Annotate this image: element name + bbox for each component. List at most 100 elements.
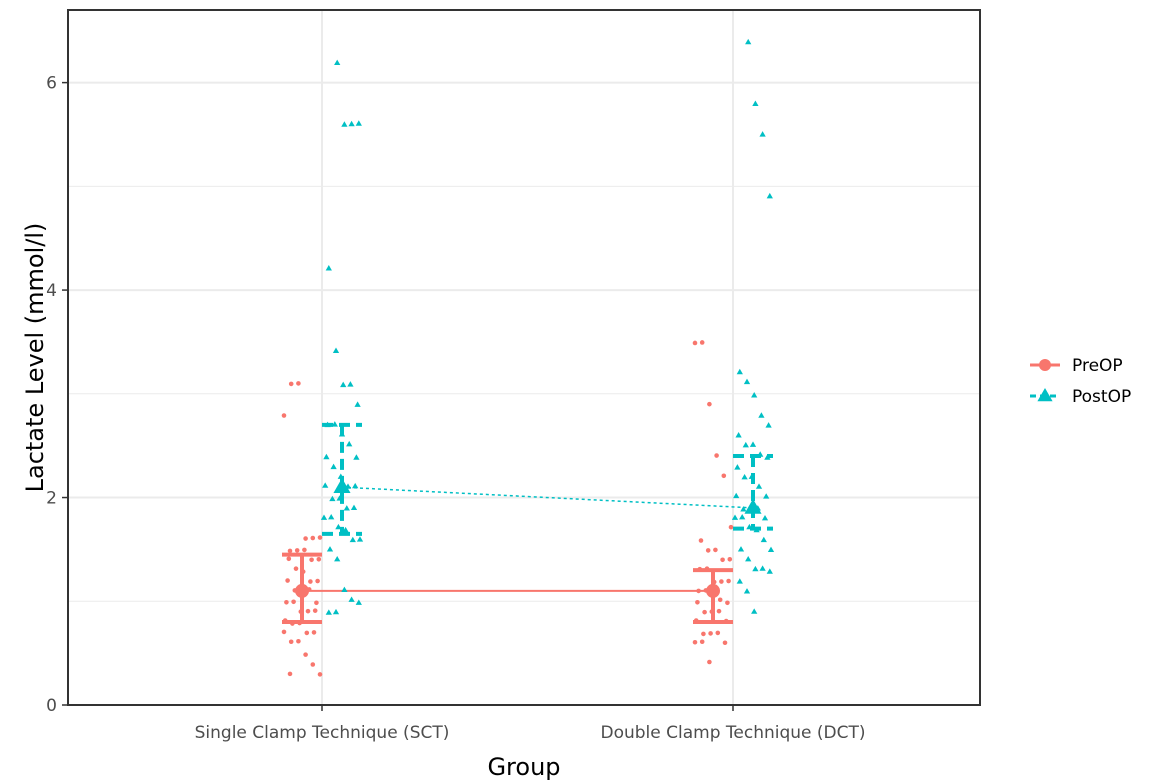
- data-point: [356, 536, 364, 542]
- data-point: [288, 639, 294, 645]
- data-point: [348, 596, 355, 602]
- legend-label: PostOP: [1072, 387, 1131, 407]
- data-point: [698, 538, 704, 543]
- x-tick-label: Single Clamp Technique (SCT): [195, 723, 450, 743]
- data-point: [759, 565, 766, 571]
- data-point: [745, 555, 752, 562]
- data-point: [320, 514, 328, 520]
- data-point: [326, 546, 334, 552]
- series-postop: [320, 38, 775, 615]
- data-point: [716, 608, 722, 614]
- data-point: [350, 504, 358, 511]
- legend-marker: [1039, 359, 1051, 371]
- data-point: [735, 431, 742, 438]
- data-point: [708, 631, 713, 636]
- data-point: [330, 463, 337, 470]
- data-point: [349, 536, 356, 543]
- data-point: [316, 556, 322, 562]
- data-point: [287, 671, 293, 677]
- data-point: [739, 513, 746, 520]
- data-point: [341, 586, 348, 593]
- data-point: [699, 639, 705, 645]
- legend-marker: [1037, 388, 1053, 402]
- legend-label: PreOP: [1072, 356, 1123, 376]
- data-point: [699, 340, 705, 345]
- data-point: [314, 600, 319, 606]
- data-point: [752, 100, 759, 107]
- y-tick-label: 2: [46, 489, 57, 509]
- median-point: [295, 583, 309, 598]
- data-point: [315, 578, 320, 584]
- data-point: [288, 381, 294, 387]
- data-point: [305, 608, 311, 614]
- y-tick-label: 4: [46, 281, 57, 301]
- data-point: [759, 131, 766, 137]
- legend: PreOP PostOP: [1030, 356, 1131, 407]
- data-point: [766, 192, 773, 199]
- data-point: [302, 547, 307, 553]
- data-point: [751, 392, 758, 398]
- data-point: [348, 120, 355, 127]
- data-point: [722, 640, 728, 646]
- data-point: [705, 548, 711, 553]
- data-point: [737, 546, 745, 552]
- data-point: [751, 608, 758, 614]
- data-point: [355, 599, 362, 605]
- data-point: [342, 526, 349, 533]
- data-point: [733, 492, 740, 499]
- data-point: [281, 413, 287, 418]
- panel-border: [67, 9, 981, 706]
- legend-item-preop: PreOP: [1030, 356, 1123, 376]
- data-point: [717, 597, 723, 603]
- data-point: [755, 483, 763, 489]
- data-point: [734, 464, 741, 470]
- data-point: [325, 609, 332, 615]
- data-point: [309, 557, 314, 563]
- data-point: [322, 482, 329, 488]
- x-axis-title: Group: [487, 753, 560, 781]
- data-point: [728, 524, 734, 530]
- data-point: [308, 579, 313, 584]
- series-layer: [281, 38, 775, 677]
- data-point: [714, 453, 719, 458]
- data-point: [325, 265, 332, 271]
- data-point: [707, 401, 712, 407]
- data-point: [343, 505, 350, 511]
- data-point: [701, 631, 706, 637]
- data-point: [284, 599, 289, 605]
- data-point: [347, 381, 354, 387]
- data-point: [355, 120, 362, 126]
- data-point: [743, 378, 751, 385]
- data-point: [736, 368, 743, 375]
- data-point: [692, 639, 698, 645]
- legend-item-postop: PostOP: [1030, 387, 1131, 407]
- data-point: [707, 659, 712, 665]
- data-point: [285, 578, 290, 583]
- data-point: [720, 557, 725, 563]
- data-point: [731, 514, 739, 520]
- data-point: [352, 482, 359, 489]
- data-point: [296, 381, 301, 386]
- data-point: [328, 513, 335, 520]
- data-point: [695, 599, 700, 605]
- data-point: [281, 629, 287, 635]
- data-point: [745, 38, 752, 45]
- data-point: [317, 672, 323, 677]
- median-point: [744, 498, 762, 514]
- series-preop: [281, 340, 734, 677]
- y-tick-label: 0: [46, 696, 57, 716]
- data-point: [291, 599, 296, 605]
- data-point: [702, 609, 707, 615]
- data-point: [767, 546, 775, 553]
- data-point: [715, 630, 721, 636]
- data-point: [310, 662, 316, 667]
- data-point: [341, 121, 348, 127]
- data-point: [340, 381, 347, 388]
- data-point: [286, 556, 292, 562]
- data-point: [736, 578, 743, 584]
- data-point: [765, 422, 772, 428]
- data-point: [332, 608, 340, 615]
- data-point: [354, 401, 361, 407]
- data-point: [287, 548, 293, 554]
- data-point: [752, 565, 759, 572]
